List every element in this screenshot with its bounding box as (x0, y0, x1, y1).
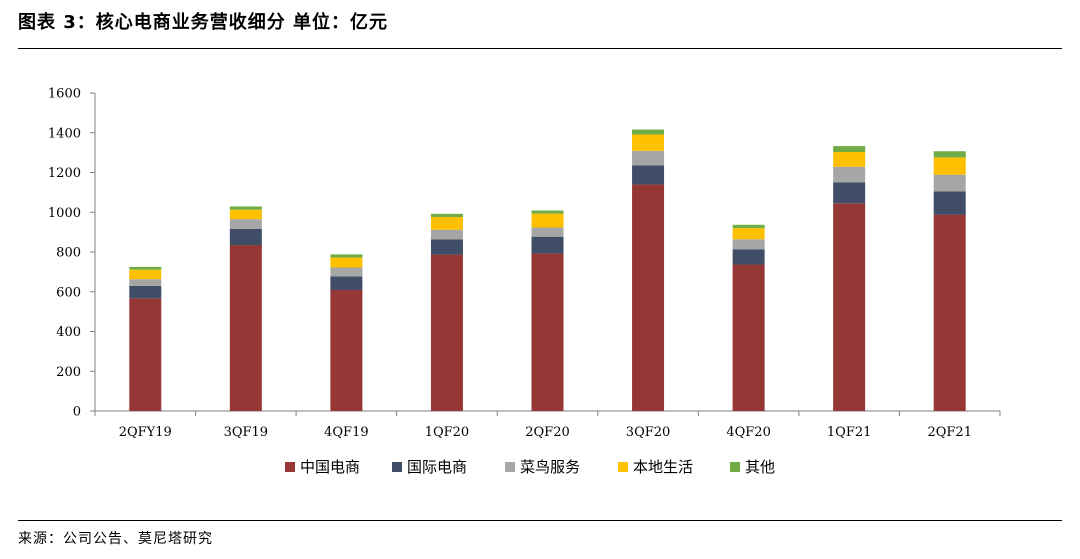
bar-segment-4 (229, 209, 262, 220)
source-note: 来源：公司公告、莫尼塔研究 (18, 531, 213, 547)
bar-segment-1 (531, 253, 564, 411)
bar-segment-5 (430, 213, 463, 218)
legend-label: 中国电商 (300, 458, 360, 476)
bar-segment-1 (632, 184, 665, 411)
bar-segment-1 (933, 214, 966, 411)
bar-segment-5 (531, 210, 564, 214)
x-tick-label: 3QF19 (224, 425, 269, 440)
bar-segment-5 (933, 151, 966, 158)
bar-segment-1 (430, 254, 463, 411)
legend: 中国电商 国际电商 菜鸟服务 本地生活 其他 (285, 458, 775, 476)
title-bar: 图表 3：核心电商业务营收细分 单位：亿元 (18, 6, 1062, 40)
y-tick-label: 0 (73, 405, 81, 420)
bar-segment-1 (732, 264, 765, 411)
legend-swatch (392, 462, 402, 472)
bar-segment-1 (330, 289, 363, 411)
bar-segment-3 (330, 267, 363, 277)
bar-segment-3 (833, 166, 866, 183)
bar-segment-1 (229, 245, 262, 411)
bar-series (129, 129, 966, 411)
y-tick-label: 200 (56, 365, 81, 380)
bar-segment-2 (732, 249, 765, 265)
bar-segment-2 (531, 236, 564, 254)
bar-segment-5 (732, 224, 765, 229)
bar-segment-2 (229, 228, 262, 246)
top-divider (18, 48, 1062, 49)
legend-swatch (730, 462, 740, 472)
bar-segment-5 (330, 254, 363, 258)
legend-swatch (285, 462, 295, 472)
x-axis: 2QFY19 3QF19 4QF19 1QF20 2QF20 3QF20 4QF20 1QF2… (94, 410, 1001, 440)
bottom-divider (18, 520, 1062, 521)
bar-segment-2 (330, 276, 363, 290)
legend-swatch (505, 462, 515, 472)
x-tick-label: 4QF19 (324, 425, 369, 440)
bar-segment-3 (632, 150, 665, 166)
bar-segment-5 (632, 129, 665, 135)
bar-segment-4 (833, 152, 866, 167)
bar-segment-4 (430, 217, 463, 230)
x-tick-label: 2QF20 (525, 425, 570, 440)
bar-segment-4 (129, 269, 162, 280)
x-tick-label: 3QF20 (626, 425, 671, 440)
bar-segment-3 (933, 174, 966, 192)
bar-segment-2 (430, 239, 463, 255)
x-tick-label: 4QF20 (726, 425, 771, 440)
y-tick-label: 800 (56, 246, 81, 261)
x-tick-label: 2QFY19 (119, 425, 172, 440)
bar-segment-4 (933, 157, 966, 175)
bar-segment-2 (833, 182, 866, 204)
bar-segment-5 (129, 266, 162, 270)
bar-segment-4 (732, 228, 765, 240)
bar-segment-1 (833, 203, 866, 411)
y-tick-label: 1000 (48, 206, 81, 221)
bar-segment-3 (129, 279, 162, 286)
bar-segment-3 (229, 219, 262, 229)
legend-label: 其他 (745, 458, 775, 476)
legend-label: 国际电商 (407, 458, 467, 476)
y-axis: 0 200 400 600 800 1000 1200 1400 1600 (48, 87, 96, 420)
legend-swatch (618, 462, 628, 472)
bar-segment-3 (430, 229, 463, 240)
bar-segment-4 (330, 257, 363, 268)
page-title: 图表 3：核心电商业务营收细分 单位：亿元 (18, 12, 389, 33)
bar-segment-1 (129, 298, 162, 411)
bar-segment-2 (933, 191, 966, 215)
y-tick-label: 1200 (48, 166, 81, 181)
bar-segment-4 (632, 134, 665, 151)
legend-label: 本地生活 (633, 458, 693, 476)
bar-segment-5 (229, 206, 262, 210)
bar-segment-4 (531, 213, 564, 228)
bar-segment-2 (129, 285, 162, 299)
y-tick-label: 400 (56, 325, 81, 340)
x-tick-label: 1QF20 (425, 425, 470, 440)
legend-label: 菜鸟服务 (520, 458, 580, 476)
y-tick-label: 1400 (48, 126, 81, 141)
y-tick-label: 1600 (48, 87, 81, 102)
bar-segment-3 (732, 239, 765, 250)
y-tick-label: 600 (56, 285, 81, 300)
x-tick-label: 1QF21 (827, 425, 872, 440)
stacked-bar-chart: 0 200 400 600 800 1000 1200 1400 1600 2QFY19 3QF1… (48, 87, 1001, 476)
bar-segment-3 (531, 227, 564, 237)
bar-segment-5 (833, 146, 866, 153)
x-tick-label: 2QF21 (927, 425, 972, 440)
bar-segment-2 (632, 165, 665, 185)
